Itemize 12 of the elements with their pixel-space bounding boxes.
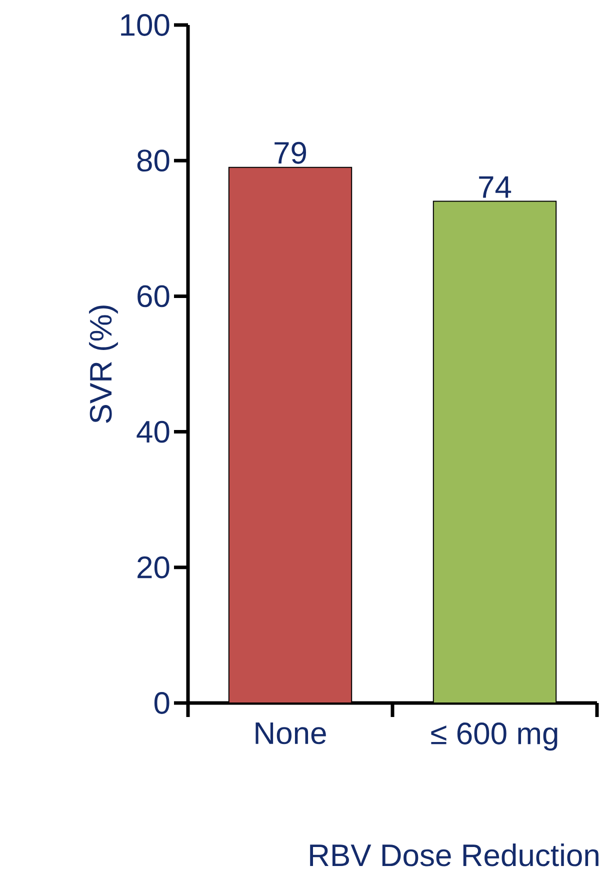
data-label: 74 — [479, 176, 512, 198]
y-tick-label: 40 — [136, 420, 170, 443]
y-tick-label: 100 — [121, 14, 170, 36]
y-axis-title: SVR (%) — [89, 306, 118, 423]
x-axis-title: RBV Dose Reduction — [310, 844, 598, 866]
x-tick-label: None — [256, 722, 326, 744]
y-tick-label: 60 — [138, 285, 170, 308]
y-tick-label: 0 — [154, 692, 170, 714]
y-tick-label: 80 — [137, 150, 170, 172]
data-label: 79 — [274, 142, 306, 164]
x-tick-label: ≤ 600 mg — [431, 722, 558, 751]
y-tick-label: 20 — [138, 556, 170, 578]
